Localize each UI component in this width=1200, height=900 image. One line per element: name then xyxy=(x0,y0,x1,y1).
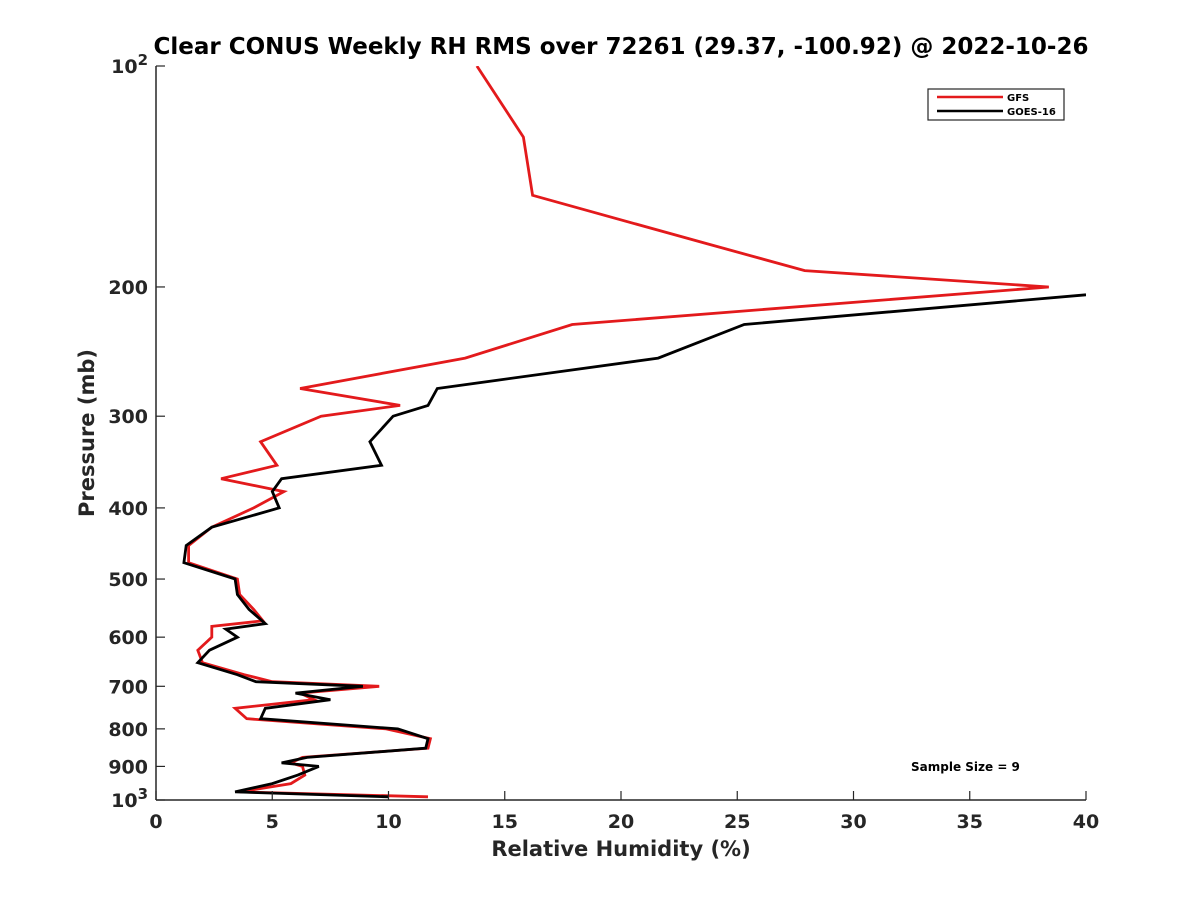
y-tick-label: 500 xyxy=(108,569,148,591)
y-axis-label: Pressure (mb) xyxy=(75,349,99,517)
chart-title: Clear CONUS Weekly RH RMS over 72261 (29… xyxy=(154,34,1089,60)
x-ticks: 0 5 10 15 20 25 30 35 40 xyxy=(149,791,1099,833)
legend-label-gfs: GFS xyxy=(1007,93,1029,104)
series-layer xyxy=(182,66,1086,799)
series-line-gfs xyxy=(187,66,1049,799)
y-tick-label: 200 xyxy=(108,277,148,299)
x-tick-label: 40 xyxy=(1073,811,1099,833)
x-tick-label: 15 xyxy=(492,811,518,833)
legend: GFS GOES-16 xyxy=(927,88,1065,121)
y-tick-label: 400 xyxy=(108,498,148,520)
y-tick-label: 102 xyxy=(111,51,148,78)
y-tick-label: 700 xyxy=(108,676,148,698)
x-tick-label: 10 xyxy=(375,811,401,833)
x-axis-label: Relative Humidity (%) xyxy=(491,837,750,861)
y-tick-label: 800 xyxy=(108,719,148,741)
x-tick-label: 25 xyxy=(724,811,750,833)
sample-size-annotation: Sample Size = 9 xyxy=(911,760,1020,774)
y-tick-label: 900 xyxy=(108,756,148,778)
legend-box xyxy=(927,88,1065,121)
y-tick-label: 300 xyxy=(108,406,148,428)
x-tick-label: 20 xyxy=(608,811,634,833)
series-line-goes16 xyxy=(182,293,1086,799)
x-tick-label: 0 xyxy=(149,811,162,833)
x-tick-label: 5 xyxy=(266,811,279,833)
legend-label-goes16: GOES-16 xyxy=(1007,107,1056,118)
y-tick-label: 600 xyxy=(108,627,148,649)
x-tick-label: 35 xyxy=(957,811,983,833)
x-tick-label: 30 xyxy=(840,811,866,833)
